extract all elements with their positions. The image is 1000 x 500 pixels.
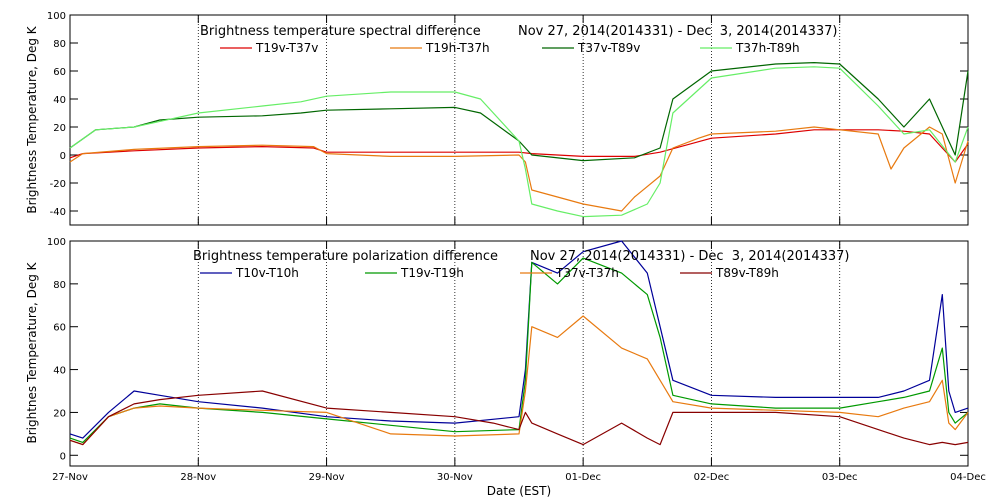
polarization-plot-frame	[69, 240, 969, 467]
polarization-series	[69, 240, 969, 446]
series-line-T37v-T89v	[69, 61, 969, 162]
x-tick-label: 03-Dec	[822, 472, 858, 483]
series-line-T19h-T37h	[69, 126, 969, 212]
y-tick-label: 80	[53, 39, 66, 50]
series-line-T89v-T89h	[69, 390, 969, 446]
legend-label-T10v-T10h: T10v-T10h	[235, 266, 299, 280]
x-tick-label: 27-Nov	[52, 472, 88, 483]
legend-label-T37h-T89h: T37h-T89h	[735, 41, 800, 55]
y-tick-label: 100	[47, 11, 66, 22]
y-tick-label: 0	[60, 151, 66, 162]
y-tick-label: 40	[53, 95, 66, 106]
spectral-y-ticks: -40 -20 0 20 40 60 80 100	[47, 11, 968, 218]
y-tick-label: 60	[53, 67, 66, 78]
y-tick-label: 100	[47, 237, 66, 248]
spectral-legend: T19v-T37v T19h-T37h T37v-T89v T37h-T89h	[220, 41, 800, 55]
x-tick-label: 02-Dec	[694, 472, 730, 483]
polarization-y-ticks: 0 20 40 60 80 100	[47, 237, 968, 462]
legend-label-T37v-T37h: T37v-T37h	[555, 266, 619, 280]
series-line-T37v-T37h	[69, 315, 969, 446]
spectral-title-left: Brightness temperature spectral differen…	[200, 24, 481, 39]
spectral-plot-frame	[69, 14, 969, 226]
spectral-title-right: Nov 27, 2014(2014331) - Dec 3, 2014(2014…	[518, 24, 837, 39]
legend-label-T19h-T37h: T19h-T37h	[425, 41, 490, 55]
x-tick-label: 30-Nov	[437, 472, 473, 483]
series-line-T19v-T19h	[69, 257, 969, 443]
y-tick-label: 60	[53, 323, 66, 334]
y-tick-label: -40	[50, 207, 66, 218]
x-tick-label: 29-Nov	[309, 472, 345, 483]
y-tick-label: 80	[53, 280, 66, 291]
legend-label-T37v-T89v: T37v-T89v	[577, 41, 640, 55]
legend-label-T89v-T89h: T89v-T89h	[715, 266, 779, 280]
y-tick-label: 20	[53, 123, 66, 134]
x-ticks: 27-Nov 28-Nov 29-Nov 30-Nov 01-Dec 02-Dec 03-D…	[52, 15, 986, 483]
x-axis-label: Date (EST)	[487, 484, 551, 498]
x-tick-label: 01-Dec	[565, 472, 601, 483]
y-tick-label: 20	[53, 408, 66, 419]
polarization-difference-panel: 0 20 40 60 80 100 Brightness temperature pola…	[25, 237, 969, 467]
series-line-T37h-T89h	[69, 66, 969, 218]
y-tick-label: 40	[53, 366, 66, 377]
spectral-grid	[197, 15, 841, 225]
polarization-title-right: Nov 27, 2014(2014331) - Dec 3, 2014(2014…	[530, 249, 849, 264]
series-line-T10v-T10h	[69, 240, 969, 439]
x-tick-label: 28-Nov	[180, 472, 216, 483]
spectral-y-axis-label: Brightness Temperature, Deg K	[25, 25, 39, 213]
series-line-T19v-T37v	[69, 129, 969, 163]
polarization-title-left: Brightness temperature polarization diff…	[193, 249, 498, 264]
spectral-difference-panel: -40 -20 0 20 40 60 80 100 Brightness temperatur…	[25, 11, 969, 226]
legend-label-T19v-T19h: T19v-T19h	[400, 266, 464, 280]
y-tick-label: 0	[60, 451, 66, 462]
x-tick-label: 04-Dec	[950, 472, 986, 483]
legend-label-T19v-T37v: T19v-T37v	[255, 41, 318, 55]
polarization-y-axis-label: Brightnes Temperature, Deg K	[25, 261, 39, 443]
y-tick-label: -20	[50, 179, 66, 190]
spectral-series	[69, 61, 969, 218]
polarization-legend: T10v-T10h T19v-T19h T37v-T37h T89v-T89h	[200, 266, 779, 280]
